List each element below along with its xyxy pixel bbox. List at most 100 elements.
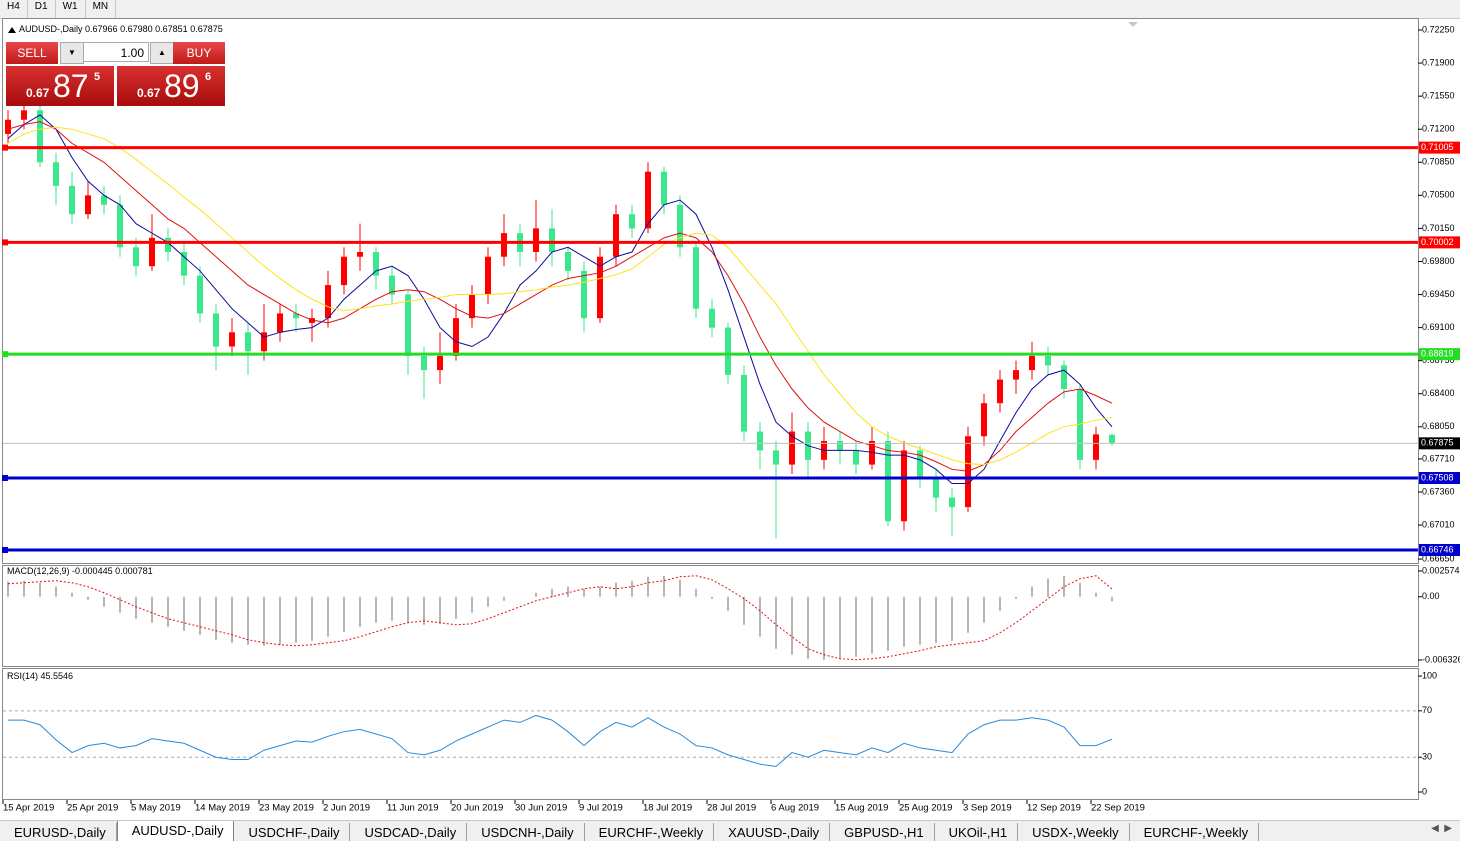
candle-body — [597, 256, 603, 319]
y-tick-label: 0.71200 — [1422, 124, 1455, 134]
x-tick-label: 25 Aug 2019 — [899, 803, 952, 814]
symbol: AUDUSD-,Daily — [19, 24, 83, 34]
candle-body — [1029, 355, 1035, 371]
y-tick-label: 0.00 — [1422, 591, 1440, 601]
candle-body — [741, 374, 747, 432]
candle-body — [693, 247, 699, 309]
macd-header: MACD(12,26,9) -0.000445 0.000781 — [7, 566, 153, 576]
level-label: 0.66746 — [1421, 544, 1454, 554]
candle-body — [917, 450, 923, 479]
candle-body — [165, 237, 171, 253]
x-tick-label: 18 Jul 2019 — [643, 803, 692, 814]
rsi-current: 45.5546 — [41, 671, 74, 681]
level-label: 0.67508 — [1421, 472, 1454, 482]
candle-body — [485, 256, 491, 295]
candle-body — [229, 332, 235, 347]
x-tick-label: 12 Sep 2019 — [1027, 803, 1081, 814]
x-tick-label: 22 Sep 2019 — [1091, 803, 1145, 814]
candle-body — [661, 171, 667, 205]
y-tick-label: 70 — [1422, 705, 1432, 715]
timeframe-button[interactable]: W1 — [56, 0, 86, 18]
x-tick-label: 23 May 2019 — [259, 803, 314, 814]
current-price-box — [1419, 437, 1460, 450]
price-prefix: 0.67 — [26, 86, 50, 100]
chart-header: AUDUSD-,Daily 0.67966 0.67980 0.67851 0.… — [19, 24, 223, 34]
candle-body — [981, 403, 987, 437]
x-tick-label: 11 Jun 2019 — [387, 803, 439, 814]
x-tick-label: 15 Apr 2019 — [3, 803, 54, 814]
candle-body — [213, 313, 219, 347]
level-label: 0.70002 — [1421, 237, 1454, 247]
lot-down[interactable]: ▼ — [60, 42, 84, 64]
symbol-icon — [8, 27, 16, 33]
chart-tab[interactable]: GBPUSD-,H1 — [830, 823, 935, 841]
candle-body — [117, 204, 123, 248]
y-tick-label: 0.71550 — [1422, 91, 1455, 101]
macd-current: -0.000445 — [72, 566, 113, 576]
candle-body — [277, 313, 283, 333]
level-label-box — [1419, 348, 1460, 361]
level-anchor — [2, 547, 8, 554]
chart-tab[interactable]: USDCNH-,Daily — [467, 823, 585, 841]
candle-body — [901, 450, 907, 522]
y-tick-label: 0 — [1422, 786, 1427, 796]
y-tick-label: 0.72250 — [1422, 24, 1455, 34]
level-label: 0.71005 — [1421, 142, 1454, 152]
candle-body — [293, 313, 299, 319]
candle-body — [325, 285, 331, 319]
x-tick-label: 9 Jul 2019 — [579, 803, 623, 814]
chart-tab[interactable]: UKOil-,H1 — [935, 823, 1019, 841]
level-label-box — [1419, 472, 1460, 485]
y-tick-label: 100 — [1422, 670, 1437, 680]
chart-tab[interactable]: XAUUSD-,Daily — [714, 823, 831, 841]
candle-body — [581, 270, 587, 319]
timeframe-button[interactable]: MN — [86, 0, 117, 18]
candle-body — [533, 228, 539, 253]
ohlc-close: 0.67875 — [190, 24, 223, 34]
candle-body — [21, 110, 27, 120]
buy-price[interactable]: 0.67 89 6 — [117, 66, 225, 106]
candle-body — [261, 332, 267, 352]
chart-tab[interactable]: USDX-,Weekly — [1018, 823, 1130, 841]
chart-tab[interactable]: EURCHF-,Weekly — [585, 823, 715, 841]
sell-price[interactable]: 0.67 87 5 — [6, 66, 114, 106]
chart-tab[interactable]: AUDUSD-,Daily — [116, 821, 235, 841]
y-tick-label: 0.68400 — [1422, 388, 1455, 398]
rsi-header: RSI(14) 45.5546 — [7, 671, 73, 681]
lot-up[interactable]: ▲ — [150, 42, 174, 64]
price-fraction: 5 — [94, 71, 101, 83]
ohlc-high: 0.67980 — [120, 24, 153, 34]
x-tick-label: 28 Jul 2019 — [707, 803, 756, 814]
candle-body — [677, 204, 683, 248]
level-label-box — [1419, 544, 1460, 557]
candle-body — [853, 450, 859, 465]
timeframe-button[interactable]: D1 — [28, 0, 56, 18]
y-tick-label: 0.71900 — [1422, 57, 1455, 67]
candle-body — [549, 228, 555, 253]
candle-body — [437, 355, 443, 371]
candle-body — [5, 119, 11, 134]
macd-title: MACD(12,26,9) — [7, 566, 70, 576]
candle-body — [757, 431, 763, 451]
candle-body — [933, 478, 939, 498]
ohlc-open: 0.67966 — [85, 24, 118, 34]
y-tick-label: 0.69100 — [1422, 322, 1455, 332]
y-tick-label: 0.69450 — [1422, 289, 1455, 299]
x-tick-label: 2 Jun 2019 — [323, 803, 370, 814]
timeframe-button[interactable]: H4 — [0, 0, 28, 18]
candle-body — [837, 440, 843, 451]
chart-tab[interactable]: USDCAD-,Daily — [350, 823, 468, 841]
chart-tab[interactable]: EURUSD-,Daily — [0, 823, 117, 841]
tab-scroll[interactable]: ◀ ▶ — [1431, 823, 1452, 834]
chart-tab[interactable]: USDCHF-,Daily — [234, 823, 351, 841]
candle-body — [69, 185, 75, 215]
sell-button[interactable]: SELL — [6, 42, 58, 64]
buy-button[interactable]: BUY — [173, 42, 225, 64]
candle-body — [181, 252, 187, 276]
candle-body — [501, 233, 507, 257]
lot-input[interactable]: 1.00 — [83, 42, 149, 62]
candle-body — [613, 214, 619, 257]
chart-tab[interactable]: EURCHF-,Weekly — [1130, 823, 1260, 841]
level-label-box — [1419, 141, 1460, 154]
